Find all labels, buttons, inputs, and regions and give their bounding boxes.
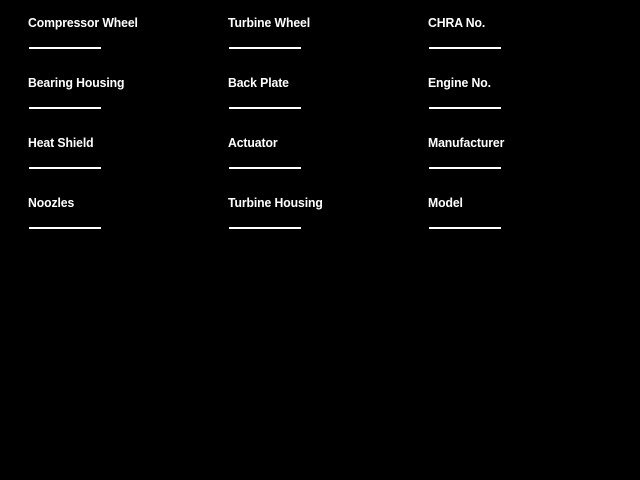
field-grid: Compressor Wheel Turbine Wheel CHRA No. … (28, 15, 612, 255)
field-label: CHRA No. (428, 15, 486, 30)
field-underline-rule (29, 227, 101, 229)
field-label: Engine No. (428, 75, 491, 90)
field-label: Actuator (228, 135, 278, 150)
field-chra-no[interactable]: CHRA No. (428, 15, 628, 75)
field-label: Bearing Housing (28, 75, 125, 90)
field-label: Compressor Wheel (28, 15, 138, 30)
field-bearing-housing[interactable]: Bearing Housing (28, 75, 228, 135)
field-underline-rule (29, 107, 101, 109)
field-noozles[interactable]: Noozles (28, 195, 228, 255)
field-heat-shield[interactable]: Heat Shield (28, 135, 228, 195)
field-label: Model (428, 195, 463, 210)
field-underline-rule (429, 47, 501, 49)
field-underline-rule (229, 47, 301, 49)
field-underline-rule (429, 107, 501, 109)
field-label: Noozles (28, 195, 75, 210)
field-turbine-housing[interactable]: Turbine Housing (228, 195, 428, 255)
field-underline-rule (429, 167, 501, 169)
field-underline-rule (229, 107, 301, 109)
field-underline-rule (229, 227, 301, 229)
field-label: Turbine Housing (228, 195, 323, 210)
field-engine-no[interactable]: Engine No. (428, 75, 628, 135)
field-underline-rule (429, 227, 501, 229)
field-actuator[interactable]: Actuator (228, 135, 428, 195)
field-compressor-wheel[interactable]: Compressor Wheel (28, 15, 228, 75)
field-label: Manufacturer (428, 135, 505, 150)
field-underline-rule (229, 167, 301, 169)
field-label: Back Plate (228, 75, 289, 90)
field-underline-rule (29, 167, 101, 169)
field-back-plate[interactable]: Back Plate (228, 75, 428, 135)
field-model[interactable]: Model (428, 195, 628, 255)
field-underline-rule (29, 47, 101, 49)
field-manufacturer[interactable]: Manufacturer (428, 135, 628, 195)
field-label: Turbine Wheel (228, 15, 311, 30)
field-turbine-wheel[interactable]: Turbine Wheel (228, 15, 428, 75)
field-label: Heat Shield (28, 135, 94, 150)
